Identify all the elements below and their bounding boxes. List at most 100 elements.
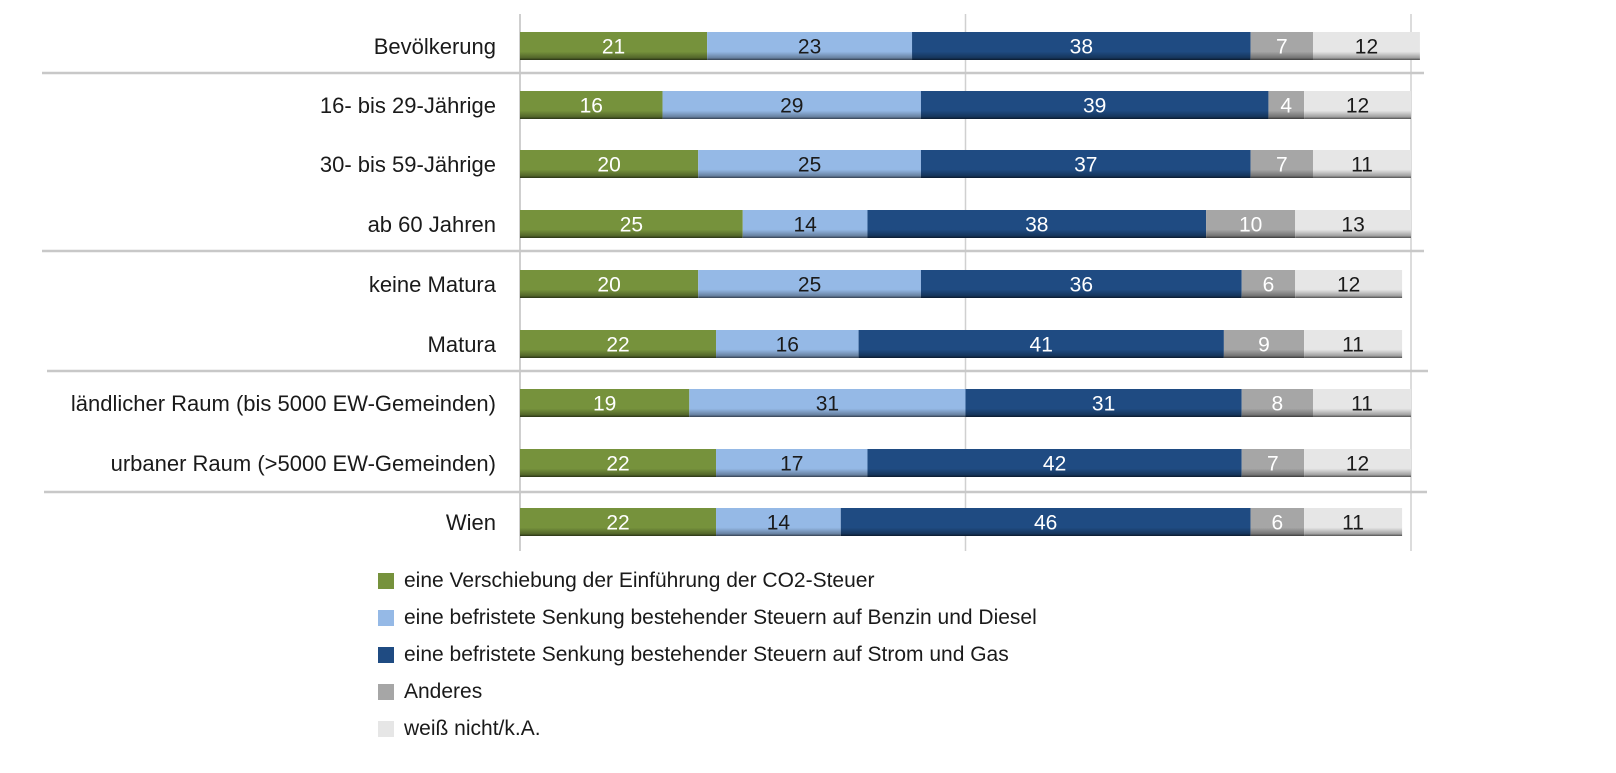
data-label: 7 xyxy=(1267,453,1279,476)
legend-item: eine befristete Senkung bestehender Steu… xyxy=(378,599,1037,636)
bar-segment xyxy=(1295,270,1403,298)
legend-item: weiß nicht/k.A. xyxy=(378,710,1037,747)
bar-segment xyxy=(689,389,966,417)
data-label: 9 xyxy=(1258,334,1270,357)
bar-segment xyxy=(716,330,859,358)
data-label: 22 xyxy=(606,453,629,476)
bar-segment xyxy=(698,270,921,298)
data-label: 12 xyxy=(1346,453,1369,476)
data-label: 11 xyxy=(1342,512,1364,535)
data-label: 20 xyxy=(597,274,620,297)
bar-segment xyxy=(520,449,717,477)
data-label: 22 xyxy=(606,334,629,357)
data-label: 21 xyxy=(602,36,625,59)
bar-row: 20 25 37 7 11 xyxy=(520,150,1411,178)
data-label: 31 xyxy=(816,393,839,416)
bar-segment xyxy=(965,389,1242,417)
bar-segment xyxy=(840,508,1251,536)
data-label: 7 xyxy=(1276,154,1288,177)
bar-segment xyxy=(1304,508,1403,536)
category-label: Bevölkerung xyxy=(374,34,496,59)
data-label: 8 xyxy=(1272,393,1284,416)
bar-row: 19 31 31 8 11 xyxy=(520,389,1411,417)
data-label: 25 xyxy=(620,214,643,237)
data-label: 16 xyxy=(580,95,603,118)
bar-segment xyxy=(1268,91,1305,119)
data-label: 10 xyxy=(1239,214,1262,237)
bar-segment xyxy=(520,270,699,298)
data-label: 6 xyxy=(1263,274,1275,297)
legend-label: weiß nicht/k.A. xyxy=(404,716,541,740)
bar-segment xyxy=(1312,150,1411,178)
data-label: 12 xyxy=(1346,95,1369,118)
bar-segment xyxy=(707,32,913,60)
legend-item: eine befristete Senkung bestehender Steu… xyxy=(378,636,1037,673)
bar-segment xyxy=(1304,449,1411,477)
bar-segment xyxy=(1250,150,1313,178)
bar-segment xyxy=(520,210,743,238)
bar-segment xyxy=(1241,270,1296,298)
bar-segment xyxy=(920,150,1251,178)
bar-row: 20 25 36 6 12 xyxy=(520,270,1403,298)
category-label: urbaner Raum (>5000 EW-Gemeinden) xyxy=(111,451,496,476)
data-label: 14 xyxy=(793,214,817,237)
bar-segment xyxy=(520,32,708,60)
bar-segment xyxy=(716,508,841,536)
data-label: 38 xyxy=(1025,214,1048,237)
bar-segment xyxy=(912,32,1251,60)
bar-segment xyxy=(662,91,921,119)
data-label: 29 xyxy=(780,95,803,118)
bar-segment xyxy=(1241,389,1313,417)
bar-segment xyxy=(520,330,717,358)
data-label: 31 xyxy=(1092,393,1115,416)
data-label: 11 xyxy=(1351,393,1373,416)
category-label: Wien xyxy=(446,510,496,535)
legend-swatch xyxy=(378,646,394,663)
data-label: 4 xyxy=(1280,95,1292,118)
bar-segment xyxy=(1250,508,1305,536)
legend-swatch xyxy=(378,683,394,700)
data-label: 17 xyxy=(780,453,803,476)
category-label: ab 60 Jahren xyxy=(368,212,496,237)
bar-segment xyxy=(1312,32,1420,60)
data-label: 42 xyxy=(1043,453,1066,476)
bar-segment xyxy=(1304,91,1411,119)
data-label: 19 xyxy=(593,393,616,416)
data-label: 23 xyxy=(798,36,821,59)
data-label: 20 xyxy=(597,154,620,177)
legend-swatch xyxy=(378,572,394,589)
bar-segment xyxy=(867,449,1242,477)
data-label: 46 xyxy=(1034,512,1057,535)
data-label: 11 xyxy=(1351,154,1373,177)
bar-segment xyxy=(520,150,699,178)
data-label: 6 xyxy=(1272,512,1284,535)
data-label: 22 xyxy=(606,512,629,535)
bar-segment xyxy=(520,389,690,417)
data-label: 7 xyxy=(1276,36,1288,59)
bar-row: 22 14 46 6 11 xyxy=(520,508,1403,536)
data-label: 13 xyxy=(1341,214,1364,237)
data-label: 41 xyxy=(1030,334,1053,357)
category-labels: Bevölkerung 16- bis 29-Jährige 30- bis 59-… xyxy=(71,34,497,535)
bar-segment xyxy=(1304,330,1403,358)
data-label: 39 xyxy=(1083,95,1106,118)
bar-segment xyxy=(867,210,1207,238)
bar-segment xyxy=(716,449,868,477)
bar-segment xyxy=(1312,389,1411,417)
data-label: 12 xyxy=(1337,274,1360,297)
legend-swatch xyxy=(378,609,394,626)
bar-row: 22 16 41 9 11 xyxy=(520,330,1403,358)
data-label: 36 xyxy=(1070,274,1093,297)
category-label: 30- bis 59-Jährige xyxy=(320,152,496,177)
bar-row: 22 17 42 7 12 xyxy=(520,449,1411,477)
bar-segment xyxy=(1241,449,1305,477)
data-label: 37 xyxy=(1074,154,1097,177)
legend-label: Anderes xyxy=(404,679,483,703)
bar-segment xyxy=(1206,210,1296,238)
data-label: 11 xyxy=(1342,334,1364,357)
bar-segment xyxy=(920,270,1242,298)
bar-segment xyxy=(742,210,868,238)
group-separators xyxy=(42,71,1428,494)
